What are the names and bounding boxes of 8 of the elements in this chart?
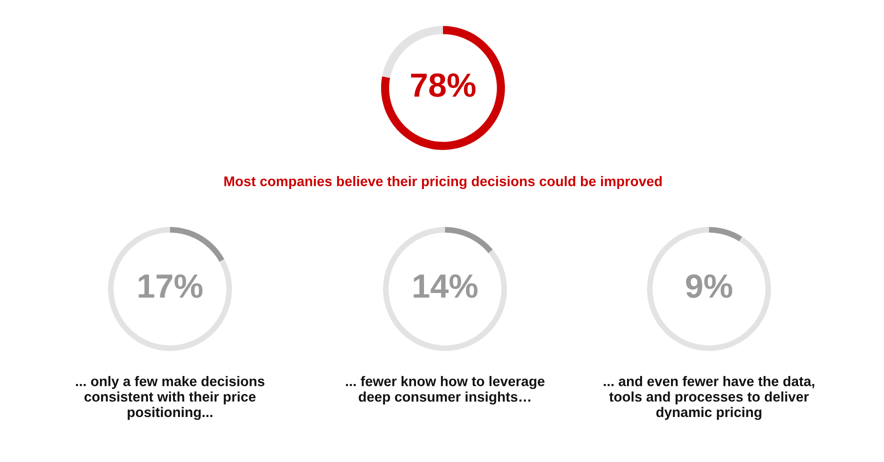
data-label: 17% xyxy=(138,274,202,298)
text: Most companies believe their pricing decisions could be improved xyxy=(224,176,662,190)
data-label: 9% xyxy=(686,274,732,298)
text: ... only a few make decisions consistent with their price positioning... xyxy=(76,376,264,420)
data-label: 78% xyxy=(411,73,476,97)
text: ... and even fewer have the data, tools and processes to deliver dynamic pricing xyxy=(604,376,814,420)
text: ... fewer know how to leverage deep consumer insights… xyxy=(346,376,544,405)
data-label: 14% xyxy=(414,274,478,298)
